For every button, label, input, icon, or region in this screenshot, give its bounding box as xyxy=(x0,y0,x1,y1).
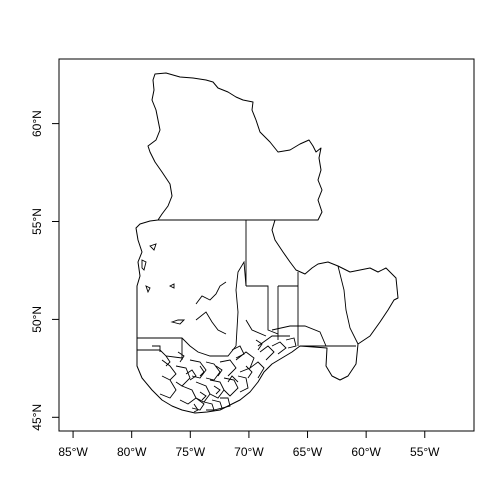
lakes xyxy=(141,243,186,325)
y-axis: 45°N 50°N 55°N 60°N xyxy=(30,110,59,431)
region-boundaries xyxy=(137,219,359,360)
y-tick-label: 50°N xyxy=(30,306,44,333)
plot-frame xyxy=(58,58,475,432)
x-axis: 85°W 80°W 75°W 70°W 65°W 60°W 55°W xyxy=(58,431,440,459)
x-tick-label: 80°W xyxy=(117,445,147,459)
province-outline xyxy=(135,72,399,414)
x-tick-label: 75°W xyxy=(176,445,206,459)
southern-subdivisions xyxy=(159,337,297,413)
y-tick-label: 60°N xyxy=(30,110,44,137)
x-tick-label: 60°W xyxy=(351,445,381,459)
y-tick-label: 55°N xyxy=(30,208,44,235)
y-tick-label: 45°N xyxy=(30,404,44,431)
x-tick-label: 85°W xyxy=(58,445,88,459)
x-tick-label: 70°W xyxy=(234,445,264,459)
x-tick-label: 55°W xyxy=(410,445,440,459)
x-tick-label: 65°W xyxy=(293,445,323,459)
